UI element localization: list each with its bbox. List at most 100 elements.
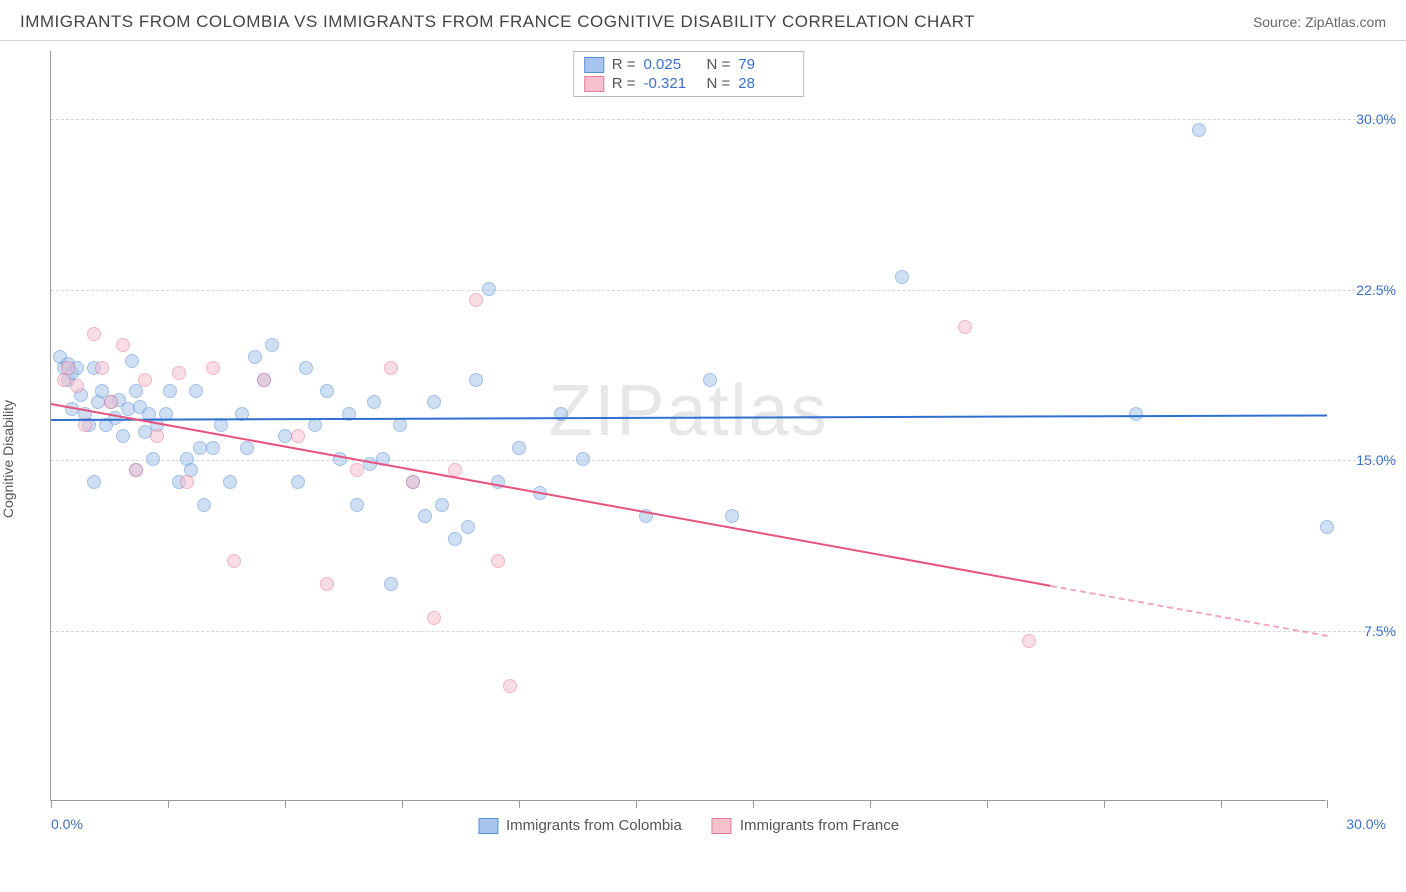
- y-tick-label: 22.5%: [1336, 282, 1396, 298]
- scatter-point: [703, 373, 717, 387]
- chart-title: IMMIGRANTS FROM COLOMBIA VS IMMIGRANTS F…: [20, 12, 975, 32]
- scatter-point: [491, 554, 505, 568]
- chart-area: Cognitive Disability ZIPatlas 7.5%15.0%2…: [0, 41, 1406, 861]
- x-tick: [987, 800, 988, 808]
- scatter-point: [299, 361, 313, 375]
- scatter-point: [223, 475, 237, 489]
- n-value: 79: [738, 56, 793, 73]
- n-value: 28: [738, 75, 793, 92]
- scatter-point: [384, 361, 398, 375]
- r-value: -0.321: [644, 75, 699, 92]
- x-min-label: 0.0%: [51, 816, 83, 832]
- scatter-point: [61, 361, 75, 375]
- scatter-point: [116, 429, 130, 443]
- scatter-point: [70, 379, 84, 393]
- r-label: R =: [612, 75, 636, 92]
- gridline: [51, 460, 1396, 461]
- scatter-point: [206, 441, 220, 455]
- scatter-point: [320, 577, 334, 591]
- x-tick: [1221, 800, 1222, 808]
- scatter-point: [406, 475, 420, 489]
- scatter-point: [265, 338, 279, 352]
- scatter-point: [958, 320, 972, 334]
- x-tick: [402, 800, 403, 808]
- scatter-point: [1320, 520, 1334, 534]
- n-label: N =: [707, 75, 731, 92]
- source-attribution: Source: ZipAtlas.com: [1253, 14, 1386, 30]
- scatter-point: [116, 338, 130, 352]
- scatter-point: [95, 361, 109, 375]
- plot-region: ZIPatlas 7.5%15.0%22.5%30.0%0.0%30.0%R =…: [50, 51, 1326, 801]
- source-link[interactable]: ZipAtlas.com: [1305, 14, 1386, 30]
- stats-legend: R = 0.025 N = 79 R = -0.321 N = 28: [573, 51, 805, 97]
- scatter-point: [427, 611, 441, 625]
- legend-item: Immigrants from Colombia: [478, 817, 682, 834]
- scatter-point: [1129, 407, 1143, 421]
- x-tick: [285, 800, 286, 808]
- scatter-point: [129, 463, 143, 477]
- y-axis-label: Cognitive Disability: [0, 400, 16, 518]
- scatter-point: [448, 532, 462, 546]
- scatter-point: [1192, 123, 1206, 137]
- y-tick-label: 30.0%: [1336, 111, 1396, 127]
- scatter-point: [469, 293, 483, 307]
- scatter-point: [125, 354, 139, 368]
- scatter-point: [240, 441, 254, 455]
- scatter-point: [393, 418, 407, 432]
- scatter-point: [367, 395, 381, 409]
- legend-swatch: [478, 818, 498, 834]
- watermark: ZIPatlas: [548, 370, 828, 452]
- x-tick: [519, 800, 520, 808]
- legend-label: Immigrants from Colombia: [506, 817, 682, 834]
- y-tick-label: 7.5%: [1336, 623, 1396, 639]
- scatter-point: [87, 327, 101, 341]
- scatter-point: [180, 475, 194, 489]
- scatter-point: [163, 384, 177, 398]
- n-label: N =: [707, 56, 731, 73]
- legend-swatch: [712, 818, 732, 834]
- x-tick: [753, 800, 754, 808]
- legend-item: Immigrants from France: [712, 817, 899, 834]
- scatter-point: [384, 577, 398, 591]
- x-tick: [870, 800, 871, 808]
- r-value: 0.025: [644, 56, 699, 73]
- scatter-point: [418, 509, 432, 523]
- scatter-point: [227, 554, 241, 568]
- scatter-point: [435, 498, 449, 512]
- source-prefix: Source:: [1253, 14, 1305, 30]
- title-bar: IMMIGRANTS FROM COLOMBIA VS IMMIGRANTS F…: [0, 0, 1406, 41]
- scatter-point: [308, 418, 322, 432]
- scatter-point: [206, 361, 220, 375]
- x-tick: [1104, 800, 1105, 808]
- scatter-point: [121, 402, 135, 416]
- scatter-point: [150, 429, 164, 443]
- scatter-point: [482, 282, 496, 296]
- scatter-point: [512, 441, 526, 455]
- scatter-point: [138, 373, 152, 387]
- scatter-point: [291, 429, 305, 443]
- x-max-label: 30.0%: [1346, 816, 1386, 832]
- scatter-point: [427, 395, 441, 409]
- scatter-point: [172, 366, 186, 380]
- scatter-point: [576, 452, 590, 466]
- gridline: [51, 119, 1396, 120]
- y-tick-label: 15.0%: [1336, 452, 1396, 468]
- scatter-point: [469, 373, 483, 387]
- scatter-point: [291, 475, 305, 489]
- scatter-point: [725, 509, 739, 523]
- legend-swatch: [584, 76, 604, 92]
- scatter-point: [461, 520, 475, 534]
- x-tick: [1327, 800, 1328, 808]
- r-label: R =: [612, 56, 636, 73]
- gridline: [51, 631, 1396, 632]
- scatter-point: [87, 475, 101, 489]
- scatter-point: [197, 498, 211, 512]
- scatter-point: [257, 373, 271, 387]
- legend-label: Immigrants from France: [740, 817, 899, 834]
- series-legend: Immigrants from Colombia Immigrants from …: [478, 817, 899, 834]
- scatter-point: [104, 395, 118, 409]
- scatter-point: [350, 463, 364, 477]
- scatter-point: [895, 270, 909, 284]
- legend-swatch: [584, 57, 604, 73]
- scatter-point: [248, 350, 262, 364]
